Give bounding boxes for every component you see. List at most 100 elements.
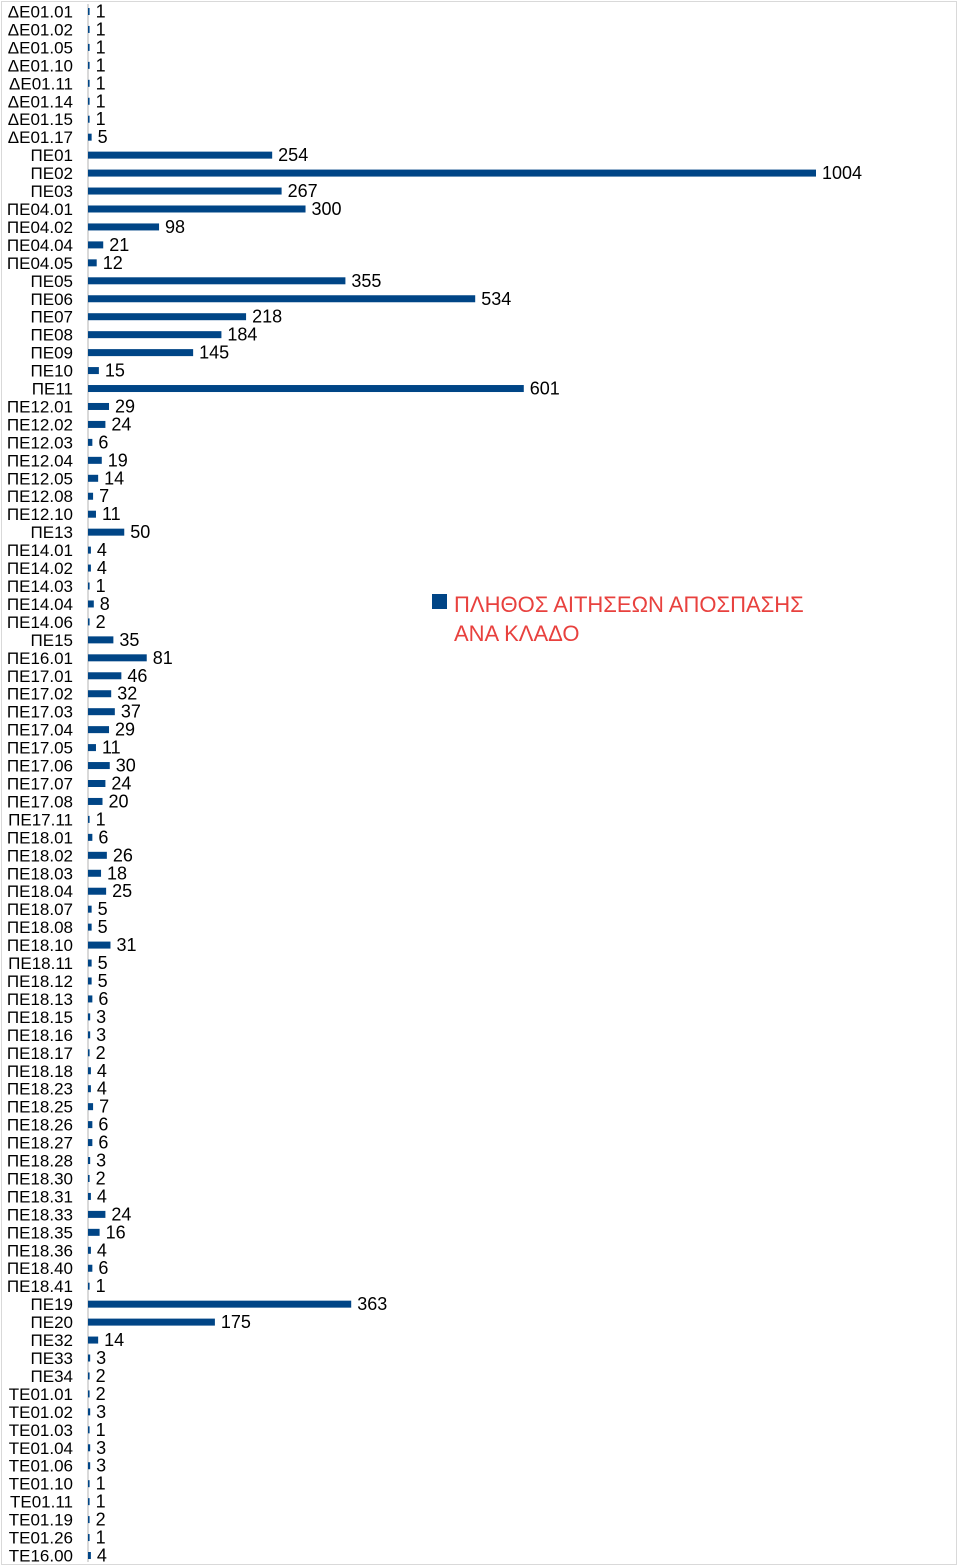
value-label: 3 <box>96 1025 106 1045</box>
value-label: 19 <box>108 450 128 470</box>
value-label: 175 <box>221 1312 251 1332</box>
bar <box>88 367 99 375</box>
category-label: ΠΕ18.31 <box>7 1187 73 1206</box>
category-label: ΤΕ01.01 <box>9 1385 73 1404</box>
value-label: 1 <box>96 809 106 829</box>
value-label: 16 <box>106 1222 126 1242</box>
category-label: ΤΕ01.02 <box>9 1403 73 1422</box>
value-label: 1 <box>96 37 106 57</box>
value-label: 14 <box>104 1330 124 1350</box>
bar <box>88 1336 99 1344</box>
category-label: ΠΕ18.10 <box>7 936 73 955</box>
category-label: ΠΕ18.33 <box>7 1205 73 1224</box>
bar <box>88 959 92 967</box>
chart-marks: ΔΕ01.01 1 ΔΕ01.02 1 ΔΕ01.05 1 ΔΕ01.10 1 ΔΕ01.11 1… <box>7 2 862 1566</box>
legend-label-line-1: ΠΛΗΘΟΣ ΑΙΤΗΣΕΩΝ ΑΠΟΣΠΑΣΗΣ <box>454 592 804 617</box>
bar <box>88 797 103 805</box>
bar <box>88 1049 90 1057</box>
category-label: ΠΕ06 <box>30 290 73 309</box>
value-label: 184 <box>227 325 257 345</box>
value-label: 3 <box>96 1456 106 1476</box>
bar <box>88 780 106 787</box>
value-label: 1 <box>96 73 106 93</box>
value-label: 21 <box>109 235 129 255</box>
bar <box>88 1085 91 1093</box>
bar <box>88 815 90 823</box>
bar <box>88 510 96 518</box>
value-label: 3 <box>96 1007 106 1027</box>
bar <box>88 528 125 536</box>
bar <box>88 1516 90 1524</box>
value-label: 2 <box>96 1168 106 1188</box>
value-label: 6 <box>98 1133 108 1153</box>
bar <box>88 726 110 734</box>
category-label: ΠΕ12.08 <box>7 487 73 506</box>
bar <box>88 25 90 33</box>
bar <box>88 1354 91 1362</box>
value-label: 355 <box>351 271 381 291</box>
category-label: ΔΕ01.10 <box>8 56 73 75</box>
category-label: ΠΕ18.02 <box>7 846 73 865</box>
bar <box>88 61 90 69</box>
category-label: ΠΕ02 <box>30 164 73 183</box>
value-label: 218 <box>252 307 282 327</box>
category-label: ΠΕ18.17 <box>7 1044 73 1063</box>
category-label: ΠΕ07 <box>30 308 73 327</box>
category-label: ΠΕ18.12 <box>7 972 73 991</box>
bar <box>88 1139 93 1147</box>
bar <box>88 905 92 913</box>
bar <box>88 313 247 321</box>
bar <box>88 277 346 285</box>
bar <box>88 1031 91 1039</box>
bar <box>88 1157 91 1165</box>
bar <box>88 1228 100 1236</box>
bar <box>88 582 90 590</box>
legend-swatch <box>432 594 447 609</box>
bar <box>88 995 93 1003</box>
category-label: ΠΕ05 <box>30 272 73 291</box>
value-label: 4 <box>97 540 107 560</box>
category-label: ΠΕ12.04 <box>7 451 73 470</box>
bar <box>88 151 273 159</box>
bar <box>88 241 104 249</box>
bar <box>88 869 102 877</box>
value-label: 3 <box>96 1438 106 1458</box>
value-label: 6 <box>98 432 108 452</box>
value-label: 46 <box>127 666 147 686</box>
value-label: 4 <box>97 558 107 578</box>
bar <box>88 762 110 770</box>
value-label: 2 <box>96 612 106 632</box>
bar <box>88 169 816 177</box>
bar <box>88 1192 91 1200</box>
bar <box>88 223 160 231</box>
category-label: ΠΕ01 <box>30 146 73 165</box>
category-label: ΠΕ18.40 <box>7 1259 73 1278</box>
category-label: ΠΕ18.27 <box>7 1134 73 1153</box>
category-label: ΠΕ14.01 <box>7 541 73 560</box>
value-label: 3 <box>96 1348 106 1368</box>
value-label: 24 <box>111 414 131 434</box>
bar <box>88 205 306 213</box>
value-label: 37 <box>121 702 141 722</box>
value-label: 4 <box>97 1079 107 1099</box>
bar <box>88 708 115 716</box>
value-label: 4 <box>97 1061 107 1081</box>
category-label: ΤΕ01.26 <box>9 1529 73 1548</box>
bar <box>88 456 102 464</box>
value-label: 81 <box>153 648 173 668</box>
category-label: ΤΕ01.19 <box>9 1511 73 1530</box>
bar <box>88 1372 90 1380</box>
value-label: 1 <box>96 1420 106 1440</box>
category-label: ΔΕ01.17 <box>8 128 73 147</box>
value-label: 98 <box>165 217 185 237</box>
category-label: ΠΕ17.03 <box>7 703 73 722</box>
value-label: 29 <box>115 720 135 740</box>
category-label: ΠΕ34 <box>30 1367 73 1386</box>
value-label: 1 <box>96 1276 106 1296</box>
bar <box>88 833 93 841</box>
category-label: ΠΕ18.15 <box>7 1008 73 1027</box>
value-label: 1 <box>96 1492 106 1512</box>
category-label: ΠΕ13 <box>30 523 73 542</box>
bar <box>88 1480 90 1488</box>
bar <box>88 1264 93 1272</box>
